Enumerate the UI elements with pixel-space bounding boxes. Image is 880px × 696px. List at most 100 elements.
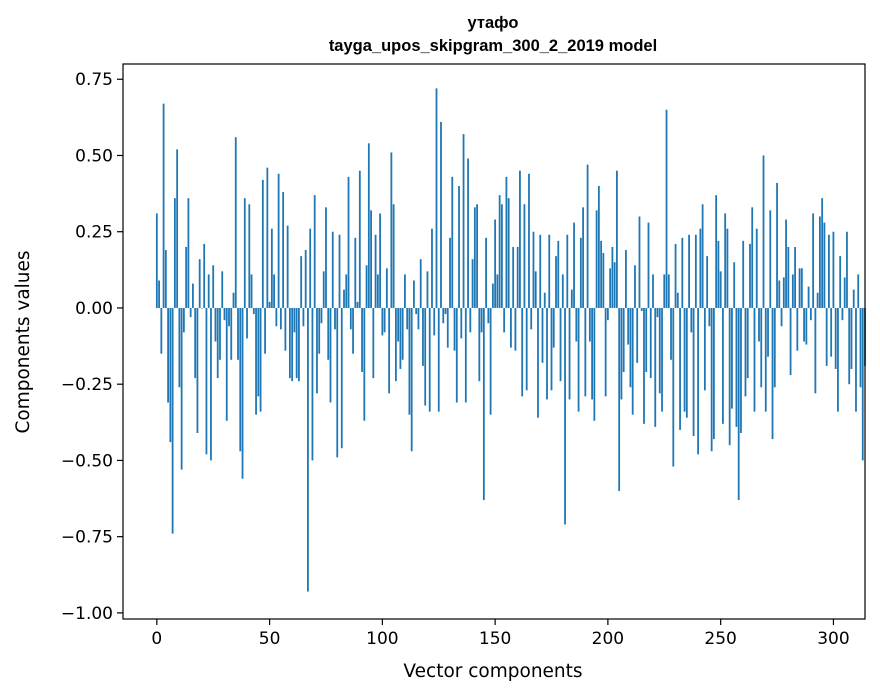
bar [374, 234, 377, 308]
bar [388, 307, 391, 394]
bar [458, 185, 460, 308]
bar [776, 182, 778, 308]
bar [480, 307, 483, 333]
x-axis-ticks: 0 50 100 150 200 250 300 [151, 619, 850, 649]
plot-frame [122, 63, 866, 620]
bar [740, 307, 742, 433]
bar [785, 219, 787, 308]
bar [789, 307, 792, 376]
bar [431, 228, 433, 308]
bar [699, 228, 702, 308]
bar [221, 271, 224, 308]
bar [647, 222, 650, 308]
bar [631, 307, 634, 415]
bar [823, 222, 826, 308]
bar [534, 271, 537, 308]
bar [861, 307, 864, 461]
bar [284, 307, 287, 351]
bar [611, 246, 614, 308]
x-tick-label: 150 [479, 629, 511, 649]
bar [600, 240, 603, 308]
bar [616, 170, 618, 308]
bar [234, 137, 237, 308]
bar [667, 274, 670, 308]
bar [685, 307, 688, 418]
bar [453, 307, 456, 351]
bar [541, 307, 544, 363]
bar [550, 307, 553, 391]
bar [422, 307, 424, 366]
bar [703, 307, 706, 391]
bar [643, 307, 645, 424]
bar [372, 307, 375, 379]
bar [746, 307, 749, 379]
bar [557, 240, 560, 308]
bar [706, 256, 709, 308]
bar [498, 195, 501, 308]
bar [316, 307, 318, 394]
bar [814, 307, 817, 394]
bar [169, 307, 172, 443]
bar [514, 307, 517, 351]
bar [701, 204, 704, 308]
bar [688, 234, 690, 308]
bar [201, 307, 203, 309]
bar [733, 262, 736, 308]
x-tick-label: 300 [817, 629, 849, 649]
bar [228, 307, 230, 327]
bar [288, 307, 291, 379]
bar [505, 176, 508, 308]
bar [327, 307, 330, 360]
bar [322, 271, 325, 308]
bar [408, 307, 411, 415]
bar [370, 210, 372, 308]
bar [850, 307, 853, 369]
bar [275, 307, 278, 327]
bar [803, 307, 805, 342]
bar [812, 213, 815, 308]
bar [530, 307, 533, 330]
bar [313, 195, 316, 308]
bar [519, 170, 521, 308]
bar [385, 268, 388, 308]
bar [841, 307, 844, 321]
bar [291, 307, 294, 382]
bar [426, 271, 429, 308]
x-tick-label: 200 [592, 629, 624, 649]
bar [857, 274, 860, 308]
y-axis-label: Components values [13, 250, 34, 433]
bar [656, 307, 659, 318]
x-tick-label: 0 [151, 629, 162, 649]
bar [404, 274, 406, 308]
bar [762, 155, 765, 308]
bar [852, 289, 855, 308]
bar [794, 246, 796, 308]
bar [604, 307, 607, 397]
bar [264, 307, 266, 354]
bar [167, 307, 169, 403]
bar [577, 307, 580, 412]
bar [683, 307, 686, 412]
bar [343, 289, 345, 308]
bar [559, 307, 562, 382]
bar [555, 256, 557, 308]
bar [543, 292, 546, 308]
bar [162, 103, 165, 308]
bar [791, 274, 794, 308]
bar [464, 307, 467, 403]
bar [830, 307, 833, 357]
bar [780, 307, 783, 327]
bar [440, 121, 442, 308]
bar [681, 237, 684, 308]
bar [383, 307, 386, 333]
bar [663, 274, 666, 308]
bar [546, 307, 548, 400]
y-tick-label: −0.50 [61, 451, 113, 471]
bar [731, 307, 733, 409]
bar [198, 259, 201, 308]
bar [834, 307, 837, 369]
bar [769, 210, 772, 308]
bar [767, 307, 769, 357]
bar [606, 307, 609, 321]
